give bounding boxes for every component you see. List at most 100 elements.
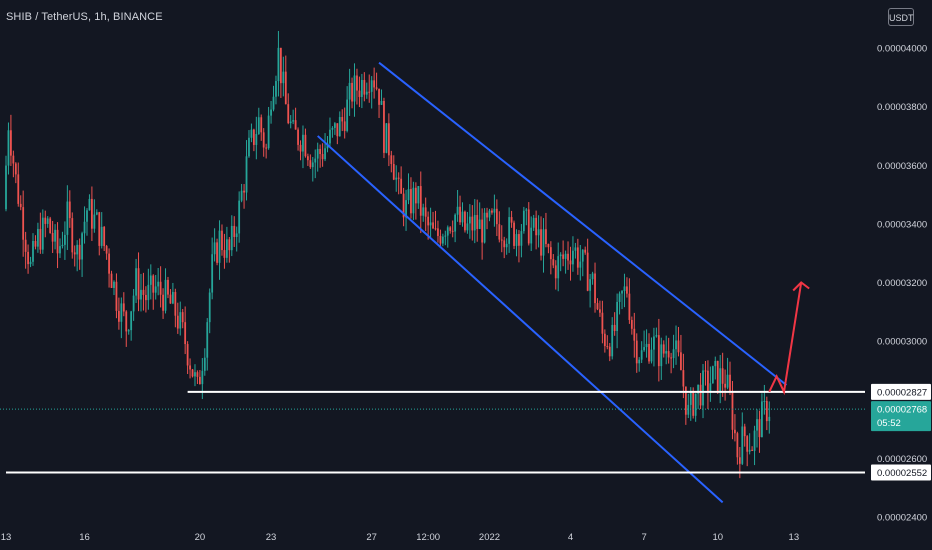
candle-body (542, 229, 545, 256)
candle-body (86, 210, 88, 222)
price-tick-label: 0.00003400 (877, 219, 927, 230)
candle-body (59, 246, 61, 254)
candle-body (250, 129, 253, 138)
candle-body (702, 370, 704, 406)
candle-body (81, 233, 83, 260)
candle-body (309, 160, 312, 168)
candle-body (547, 244, 550, 248)
candle-body (734, 429, 736, 434)
candle-body (586, 252, 589, 291)
candle-body (120, 303, 123, 322)
candle-body (419, 186, 422, 216)
candle-body (174, 291, 177, 316)
candle-body (95, 212, 98, 215)
support-price-tag (871, 464, 931, 481)
candle-body (410, 189, 412, 214)
candle-body (601, 312, 604, 334)
candle-body (621, 291, 623, 294)
candle-body (98, 212, 101, 246)
candle-body (397, 177, 400, 179)
candle-body (338, 117, 341, 137)
candle-body (689, 391, 692, 405)
candle-body (262, 132, 265, 148)
candle-body (657, 335, 660, 367)
candle-body (105, 246, 108, 254)
time-axis[interactable]: 13 16 20 23 27 12:00 2022 4 7 10 13 (1, 532, 799, 543)
last-price-tag-label: 0.00002768 (877, 405, 927, 416)
candle-body (284, 71, 287, 105)
candle-body (478, 219, 481, 229)
candle-body (768, 416, 771, 422)
candle-body (451, 230, 454, 232)
price-tick-label: 0.00002400 (877, 513, 927, 524)
candle-body (387, 123, 390, 156)
candle-body (724, 383, 727, 388)
candle-body (633, 328, 636, 341)
candle-body (623, 286, 626, 292)
candle-body (164, 279, 167, 311)
candle-body (525, 209, 528, 211)
candle-body (721, 368, 724, 384)
candle-body (147, 284, 150, 301)
candle-body (508, 217, 511, 244)
candle-body (552, 259, 555, 266)
candle-body (46, 218, 49, 224)
candle-body (157, 281, 160, 287)
candle-body (144, 294, 147, 301)
support-price-tag-label: 0.00002827 (877, 387, 927, 398)
candle-body (378, 88, 380, 105)
candle-body (140, 289, 142, 300)
candle-body (407, 189, 410, 201)
candle-body (707, 370, 709, 392)
candle-body (562, 254, 565, 259)
candle-body (5, 165, 7, 210)
price-axis[interactable]: 0.00004000 0.00003800 0.00003600 0.00003400… (871, 44, 931, 524)
last-price-tag (871, 401, 931, 432)
candle-body (751, 449, 754, 451)
candle-body (684, 386, 687, 415)
candle-body (203, 357, 206, 371)
candle-body (7, 130, 10, 166)
candle-body (483, 212, 486, 243)
candle-body (591, 273, 594, 280)
candle-body (427, 216, 430, 226)
candle-body (569, 260, 572, 265)
candle-body (370, 80, 373, 92)
candle-body (159, 281, 162, 295)
candle-body (78, 244, 81, 260)
time-tick-label: 13 (1, 532, 12, 543)
candlestick-series (5, 30, 771, 479)
candle-body (459, 206, 461, 223)
candle-body (434, 228, 437, 230)
candle-body (574, 247, 577, 251)
candle-body (316, 148, 319, 159)
candle-body (594, 273, 596, 304)
candle-body (473, 215, 476, 231)
candle-body (27, 251, 29, 265)
candle-body (297, 129, 299, 145)
candle-body (589, 279, 592, 291)
candle-body (100, 226, 103, 246)
candle-body (14, 163, 17, 175)
candle-body (113, 281, 115, 288)
candle-body (687, 404, 690, 415)
candle-body (584, 249, 587, 253)
candle-body (682, 370, 685, 387)
candle-body (736, 433, 739, 458)
candle-body (576, 247, 579, 268)
candle-body (91, 198, 93, 229)
candle-body (581, 249, 584, 262)
candle-body (662, 344, 665, 354)
candle-body (648, 343, 650, 362)
candle-body (132, 295, 135, 312)
candle-body (181, 312, 184, 323)
candle-body (660, 344, 663, 367)
candle-body (154, 286, 157, 293)
currency-button[interactable]: USDT (888, 8, 914, 26)
candle-body (10, 130, 12, 156)
candle-body (385, 123, 388, 153)
candle-body (206, 322, 209, 358)
candle-body (405, 200, 407, 218)
candle-body (650, 349, 653, 362)
